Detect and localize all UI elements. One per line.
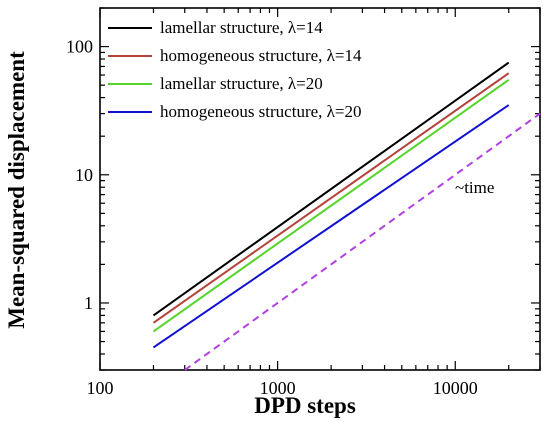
legend-label-3: lamellar structure, λ=20 (160, 74, 323, 93)
y-axis-title: Mean-squared displacement (4, 51, 29, 329)
legend-label-1: lamellar structure, λ=14 (160, 18, 323, 37)
y-tick-label: 100 (66, 37, 93, 57)
plot-area: 100 1000 10000 1 10 100 lamellar structure, λ=… (66, 7, 541, 398)
reference-line-label: ~time (455, 178, 494, 197)
series-line-3 (152, 79, 510, 333)
plot-frame (99, 7, 541, 371)
legend-label-2: homogeneous structure, λ=14 (160, 46, 362, 65)
x-tick-label: 1000 (260, 378, 296, 398)
series-line-2 (152, 72, 510, 324)
y-tick-label: 10 (75, 165, 93, 185)
x-tick-label: 10000 (433, 378, 478, 398)
x-tick-label: 100 (87, 378, 114, 398)
reference-line-time (184, 112, 541, 371)
legend-label-4: homogeneous structure, λ=20 (160, 102, 362, 121)
series-line-4 (152, 104, 510, 349)
x-axis-title: DPD steps (254, 393, 356, 418)
series-line-1 (152, 61, 510, 317)
y-tick-label: 1 (84, 293, 93, 313)
